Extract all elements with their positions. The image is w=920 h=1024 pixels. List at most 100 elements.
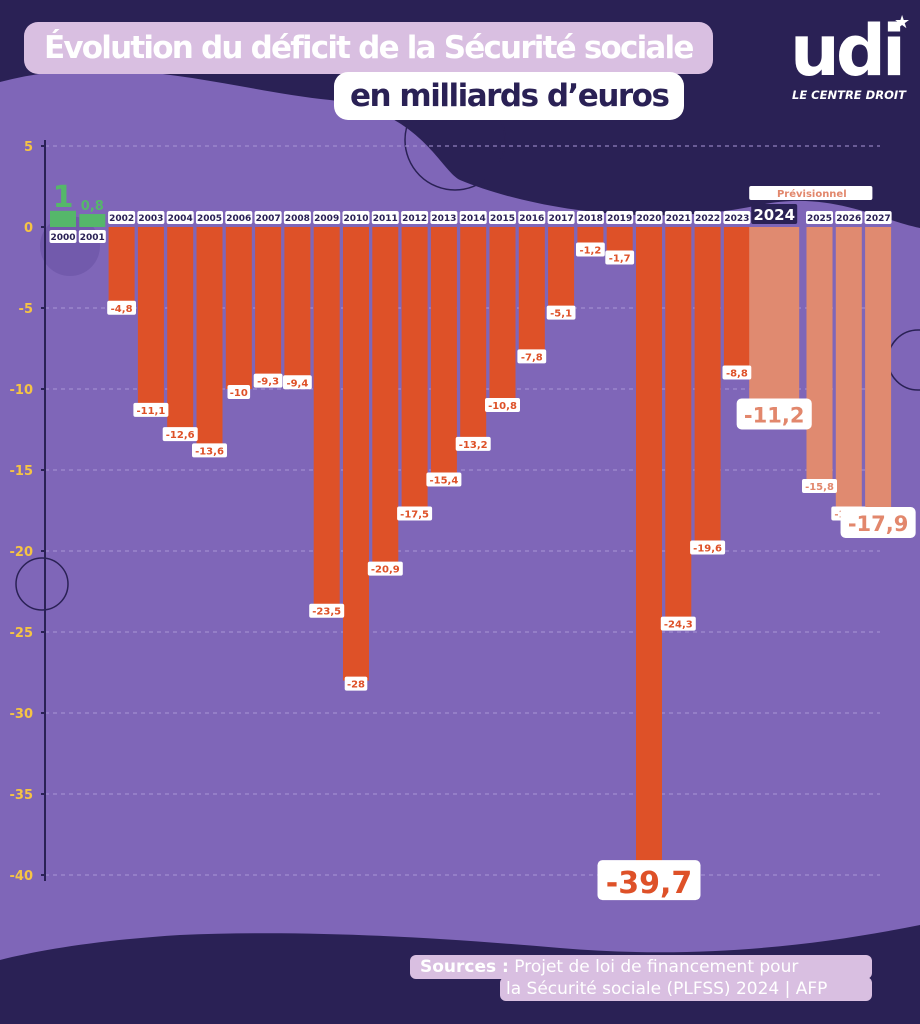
- data-label-box: [660, 616, 696, 631]
- x-tick-label: 2027: [866, 214, 891, 224]
- bar-2024: [749, 227, 800, 409]
- data-label: -17,9: [848, 512, 909, 536]
- year-label-box: [225, 211, 253, 224]
- x-tick-label: 2026: [836, 214, 861, 224]
- data-label-box: [367, 561, 403, 576]
- y-tick-label: -25: [10, 626, 34, 641]
- chart-title: Évolution du déficit de la Sécurité soci…: [24, 22, 713, 74]
- data-label: -10,8: [488, 401, 517, 412]
- data-label-box: [344, 676, 368, 691]
- year-label-box: [518, 211, 546, 224]
- year-label-box: [108, 211, 136, 224]
- data-label-box: [133, 402, 169, 417]
- year-label-box: [401, 211, 429, 224]
- data-label: -20,9: [371, 565, 400, 576]
- bar-2003: [137, 227, 164, 407]
- logo-tagline: LE CENTRE DROIT: [792, 88, 906, 102]
- year-label-box: [606, 211, 634, 224]
- bar-2027: [865, 227, 892, 517]
- data-label-box: [107, 300, 136, 315]
- bar-2009: [313, 227, 340, 608]
- y-tick-label: -5: [19, 302, 33, 317]
- x-tick-label: 2017: [549, 214, 574, 224]
- data-label-box: [517, 349, 547, 364]
- bar-2001: [79, 214, 106, 227]
- bar-2004: [167, 227, 194, 432]
- year-label-box: [751, 204, 798, 224]
- data-label: -12,6: [166, 430, 195, 441]
- year-label-box: [694, 211, 722, 224]
- bar-2022: [694, 227, 721, 545]
- data-label-box: [690, 540, 726, 555]
- x-tick-label: 2020: [636, 214, 661, 224]
- bar-2019: [606, 227, 633, 255]
- data-label: -1,7: [609, 254, 631, 265]
- labels: Prévisionnel 2000 1 2001 0,8 2002 -4,8 2003 -11,…: [49, 180, 916, 901]
- bar-2021: [665, 227, 692, 621]
- data-label: -23,5: [312, 607, 341, 618]
- year-label-box: [371, 211, 399, 224]
- data-label-box: [485, 397, 520, 412]
- data-label-box: [546, 305, 576, 320]
- y-tick-label: -40: [10, 869, 34, 884]
- year-label-box: [137, 211, 165, 224]
- y-tick-label: -20: [10, 545, 34, 560]
- data-label: -17,5: [400, 510, 429, 521]
- x-tick-label: 2007: [256, 214, 281, 224]
- data-label: -8,8: [726, 369, 748, 380]
- year-label-box: [459, 211, 487, 224]
- data-label-box: [802, 478, 837, 493]
- sources-line2: la Sécurité sociale (PLFSS) 2024 | AFP: [506, 979, 828, 999]
- x-tick-label: 2022: [695, 214, 720, 224]
- data-label: -13,6: [195, 446, 224, 457]
- x-tick-label: 2021: [666, 214, 691, 224]
- bar-2000: [50, 210, 76, 227]
- data-label: -13,2: [459, 440, 488, 451]
- data-label-box: [455, 436, 491, 451]
- data-label: -4,8: [111, 304, 133, 315]
- data-label: -5,1: [550, 309, 572, 320]
- year-label-box: [576, 211, 604, 224]
- bar-2012: [401, 227, 428, 511]
- data-label-box: [162, 427, 198, 442]
- udi-logo: udi ★ LE CENTRE DROIT: [790, 12, 910, 102]
- bar-2020: [636, 227, 662, 871]
- sources-line1: Projet de loi de financement pour: [514, 957, 799, 977]
- data-label-box: [253, 373, 283, 388]
- x-tick-label: 2015: [490, 214, 515, 224]
- data-label-box: [283, 375, 312, 390]
- data-label: -39,7: [606, 866, 692, 901]
- x-tick-label: 2025: [807, 214, 832, 224]
- year-label-box: [342, 211, 370, 224]
- year-label-box: [635, 211, 663, 224]
- year-label-box: [723, 211, 751, 224]
- year-label-box: [664, 211, 692, 224]
- x-tick-label: 2023: [724, 214, 749, 224]
- sources-label: Sources :: [420, 957, 509, 977]
- bar-2013: [430, 227, 457, 477]
- x-tick-label: 2016: [519, 214, 544, 224]
- x-tick-label: 2001: [80, 233, 105, 243]
- y-tick-label: -30: [10, 707, 34, 722]
- data-label-box: [736, 398, 812, 430]
- year-label-box: [313, 211, 341, 224]
- year-label-box: [489, 211, 516, 224]
- year-label-box: [835, 211, 863, 224]
- year-label-box: [806, 211, 833, 224]
- data-label: -9,4: [286, 378, 308, 389]
- bar-2015: [489, 227, 516, 402]
- x-tick-label: 2004: [168, 214, 193, 224]
- data-label-box: [605, 250, 635, 265]
- data-label-box: [597, 860, 701, 901]
- data-label: 1: [53, 180, 74, 215]
- y-tick-label: -10: [10, 383, 34, 398]
- data-label-box: [576, 242, 605, 257]
- x-tick-label: 2000: [50, 233, 75, 243]
- x-tick-label: 2008: [285, 214, 310, 224]
- x-tick-label: 2011: [373, 214, 398, 224]
- bar-2002: [108, 227, 135, 305]
- bars: [50, 210, 892, 871]
- year-label-box: [196, 211, 223, 224]
- forecast-label: Prévisionnel: [777, 188, 847, 200]
- x-tick-label: 2002: [109, 214, 134, 224]
